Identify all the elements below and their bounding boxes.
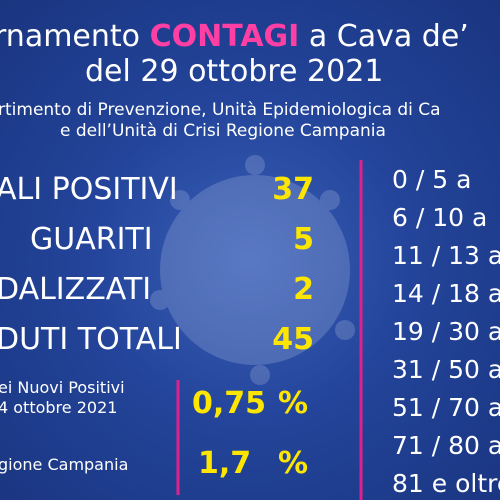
row-value: 45 bbox=[272, 322, 314, 357]
title-date: del 29 ottobre 2021 bbox=[85, 54, 384, 89]
age-group: 11 / 13 a bbox=[392, 241, 500, 270]
row-label: GUARITI bbox=[30, 222, 153, 257]
age-group: 19 / 30 a bbox=[392, 317, 500, 346]
row-value: 5 bbox=[293, 222, 314, 257]
title: rnamento CONTAGI a Cava de’ bbox=[0, 20, 469, 54]
subtitle: rtimento di Prevenzione, Unità Epidemiol… bbox=[0, 100, 441, 120]
age-group: 0 / 5 a bbox=[392, 165, 472, 194]
age-group: 81 e oltre bbox=[392, 469, 500, 498]
rate-unit: % bbox=[278, 446, 309, 481]
title-highlight: CONTAGI bbox=[149, 19, 300, 54]
rate-label: ei Nuovi Positivi bbox=[0, 378, 125, 397]
rate-unit: % bbox=[278, 386, 309, 421]
row-value: 2 bbox=[293, 272, 314, 307]
rate-value: 0,75 bbox=[192, 386, 267, 421]
subtitle: e dell’Unità di Crisi Regione Campania bbox=[60, 121, 386, 141]
row-label: ALI POSITIVI bbox=[0, 172, 178, 207]
age-group: 14 / 18 a bbox=[392, 279, 500, 308]
row-label: DUTI TOTALI bbox=[0, 322, 182, 357]
row-value: 37 bbox=[272, 172, 314, 207]
rate-label: 4 ottobre 2021 bbox=[0, 398, 118, 417]
rate-value: 1,7 bbox=[198, 446, 252, 481]
row-label: DALIZZATI bbox=[0, 272, 152, 307]
age-group: 71 / 80 a bbox=[392, 431, 500, 460]
age-group: 6 / 10 a bbox=[392, 203, 488, 232]
age-group: 31 / 50 a bbox=[392, 355, 500, 384]
title-text: rnamento bbox=[0, 19, 141, 54]
age-group: 51 / 70 a bbox=[392, 393, 500, 422]
title-text: a Cava de’ bbox=[308, 19, 469, 54]
rate-label: gione Campania bbox=[0, 455, 129, 474]
